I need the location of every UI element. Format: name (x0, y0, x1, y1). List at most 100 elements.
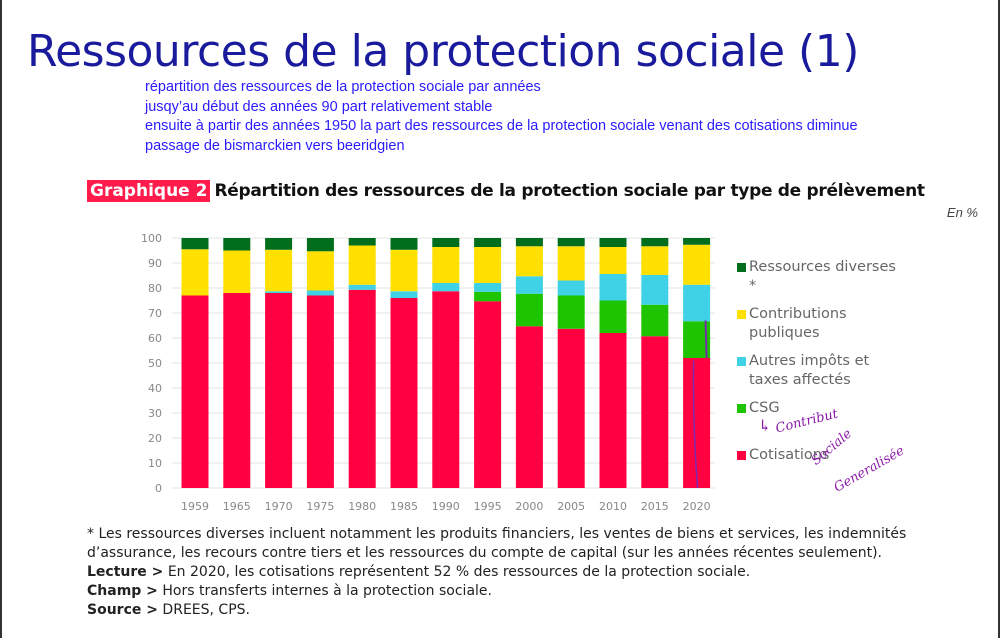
bar-segment-cotisations (474, 301, 502, 488)
bar-segment-ressources-diverses- (306, 238, 334, 252)
legend-item-contributions: Contributions publiques (737, 305, 857, 343)
bar-segment-ressources-diverses- (265, 238, 293, 250)
speaker-notes: répartition des ressources de la protect… (145, 78, 858, 156)
bar-segment-autres-imp-ts-et-taxes-affect-s (599, 274, 627, 301)
source-text: DREES, CPS. (157, 602, 250, 618)
bar-segment-contributions-publiques (223, 250, 251, 293)
legend-label: Contributions publiques (749, 306, 847, 341)
bar-segment-contributions-publiques (599, 247, 627, 274)
bar-segment-cotisations (181, 295, 209, 488)
legend-label: Cotisations (749, 447, 830, 463)
bar-segment-autres-imp-ts-et-taxes-affect-s (557, 280, 585, 296)
legend-item-cotisations: Cotisations (737, 446, 907, 465)
bar-segment-cotisations (599, 333, 627, 488)
bar-segment-ressources-diverses- (348, 238, 376, 246)
y-tick-label: 90 (148, 257, 162, 270)
y-tick-label: 30 (148, 407, 162, 420)
figure-footer: * Les ressources diverses incluent notam… (87, 525, 1000, 620)
x-tick-label: 1980 (348, 500, 376, 513)
y-tick-label: 0 (155, 482, 162, 495)
bar-segment-contributions-publiques (390, 249, 418, 292)
slide-title: Ressources de la protection sociale (1) (27, 26, 859, 77)
note-line: passage de bismarckien vers beeridgien (145, 137, 405, 154)
legend-swatch (737, 310, 746, 319)
bar-segment-contributions-publiques (641, 246, 669, 275)
bar-segment-contributions-publiques (181, 249, 209, 296)
bar-segment-csg (474, 291, 502, 302)
legend-label: Autres impôts et taxes affectés (749, 353, 870, 388)
lecture-label: Lecture > (87, 564, 164, 580)
legend-item-divers: Ressources diverses * (737, 258, 907, 296)
bar-segment-cotisations (641, 336, 669, 488)
bar-segment-autres-imp-ts-et-taxes-affect-s (641, 275, 669, 305)
y-tick-label: 10 (148, 457, 162, 470)
bar-segment-autres-imp-ts-et-taxes-affect-s (515, 276, 543, 294)
note-line: répartition des ressources de la protect… (145, 79, 541, 95)
legend-swatch (737, 404, 746, 413)
bar-segment-csg (599, 300, 627, 333)
bar-segment-contributions-publiques (348, 245, 376, 285)
bar-segment-contributions-publiques (265, 249, 293, 292)
legend-swatch (737, 263, 746, 272)
bar-segment-contributions-publiques (683, 244, 711, 285)
bar-segment-ressources-diverses- (474, 238, 502, 247)
y-tick-label: 80 (148, 282, 162, 295)
x-tick-label: 1965 (223, 500, 251, 513)
bar-segment-contributions-publiques (306, 251, 334, 291)
bar-segment-autres-imp-ts-et-taxes-affect-s (432, 283, 460, 292)
bar-segment-ressources-diverses- (641, 238, 669, 247)
bar-segment-cotisations (265, 293, 293, 488)
y-tick-label: 100 (141, 232, 162, 245)
y-tick-label: 50 (148, 357, 162, 370)
bar-segment-csg (515, 293, 543, 327)
source-label: Source > (87, 602, 158, 618)
x-tick-label: 1970 (265, 500, 293, 513)
champ-text: Hors transferts internes à la protection… (157, 583, 492, 599)
y-tick-label: 20 (148, 432, 162, 445)
x-tick-label: 2015 (641, 500, 669, 513)
legend-swatch (737, 357, 746, 366)
bar-segment-cotisations (515, 326, 543, 488)
figure-badge: Graphique 2 (87, 180, 211, 202)
bar-segment-contributions-publiques (557, 246, 585, 281)
lecture-text: En 2020, les cotisations représentent 52… (163, 564, 751, 580)
bar-segment-contributions-publiques (474, 247, 502, 283)
bar-segment-cotisations (306, 295, 334, 488)
bar-segment-ressources-diverses- (599, 238, 627, 247)
champ-line: Champ > Hors transferts internes à la pr… (87, 582, 1000, 601)
x-tick-label: 1959 (181, 500, 209, 513)
x-tick-label: 1985 (390, 500, 418, 513)
handwritten-arrow: ↳ (758, 416, 772, 435)
legend-label: CSG (749, 400, 780, 416)
bar-segment-cotisations (348, 289, 376, 488)
source-line: Source > DREES, CPS. (87, 601, 1000, 620)
bar-segment-autres-imp-ts-et-taxes-affect-s (265, 291, 293, 293)
x-tick-label: 1995 (474, 500, 502, 513)
bar-segment-ressources-diverses- (683, 238, 711, 245)
bar-segment-cotisations (223, 293, 251, 488)
figure-heading: Graphique 2 Répartition des ressources d… (87, 180, 925, 202)
legend-item-csg: CSG (737, 399, 907, 418)
y-tick-label: 60 (148, 332, 162, 345)
x-tick-label: 1975 (306, 500, 334, 513)
note-line: jusqy’au début des années 90 part relati… (145, 98, 493, 115)
champ-label: Champ > (87, 583, 158, 599)
x-tick-label: 2000 (515, 500, 543, 513)
bar-segment-ressources-diverses- (223, 238, 251, 251)
bar-segment-cotisations (557, 328, 585, 488)
x-tick-label: 1990 (432, 500, 460, 513)
bar-segment-cotisations (432, 291, 460, 488)
footnote: * Les ressources diverses incluent notam… (87, 526, 907, 561)
legend-item-autres-impots: Autres impôts et taxes affectés (737, 352, 877, 390)
bar-segment-ressources-diverses- (515, 238, 543, 247)
note-line: ensuite à partir des années 1950 la part… (145, 118, 858, 134)
bar-segment-autres-imp-ts-et-taxes-affect-s (348, 284, 376, 290)
y-tick-label: 40 (148, 382, 162, 395)
x-tick-label: 2020 (683, 500, 711, 513)
bar-segment-ressources-diverses- (557, 238, 585, 247)
legend-swatch (737, 451, 746, 460)
bar-segment-csg (557, 295, 585, 329)
bar-segment-ressources-diverses- (390, 238, 418, 250)
